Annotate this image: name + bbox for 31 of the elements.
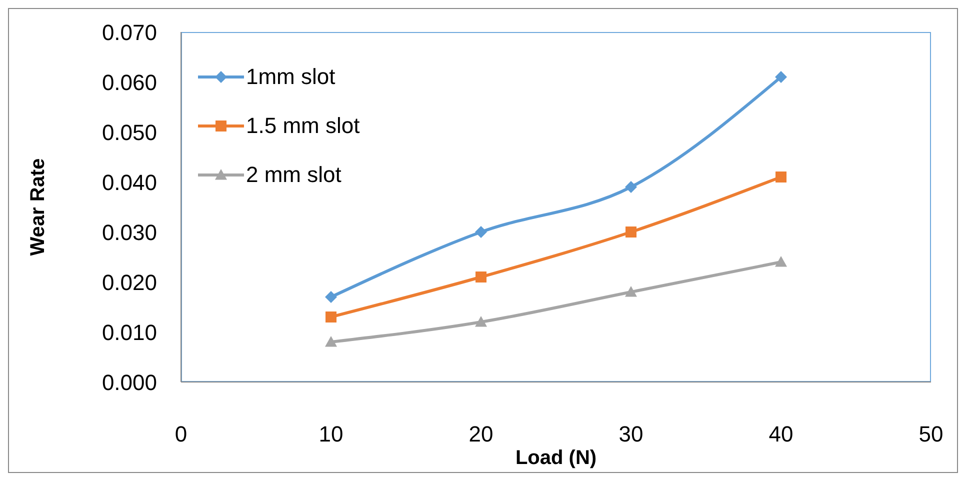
point: [775, 71, 787, 83]
x-tick-label: 20: [468, 422, 494, 447]
legend-label: 1mm slot: [246, 64, 336, 90]
y-tick-label: 0.050: [102, 120, 157, 145]
y-tick-label: 0.010: [102, 320, 157, 345]
x-axis-title: Load (N): [515, 447, 597, 469]
x-tick-label: 0: [174, 422, 188, 447]
point: [325, 336, 337, 347]
x-tick-label: 40: [768, 422, 794, 447]
point: [326, 312, 336, 322]
y-tick-label: 0.030: [102, 220, 157, 245]
x-tick-label: 30: [618, 422, 644, 447]
y-tick-label: 0.020: [102, 270, 157, 295]
point: [475, 226, 487, 238]
point: [325, 291, 337, 303]
legend-label: 2 mm slot: [246, 162, 342, 188]
point: [475, 316, 487, 327]
y-axis-title: Wear Rate: [27, 158, 50, 256]
point: [775, 256, 787, 267]
y-tick-label: 0.070: [102, 20, 157, 45]
point: [625, 181, 637, 193]
legend-label: 1.5 mm slot: [246, 112, 360, 138]
point: [476, 272, 486, 282]
y-tick-label: 0.040: [102, 170, 157, 195]
point: [776, 172, 786, 182]
y-tick-label: 0.060: [102, 70, 157, 95]
x-tick-label: 50: [918, 422, 944, 447]
y-tick-label: 0.000: [102, 370, 157, 395]
point: [625, 286, 637, 297]
x-tick-label: 10: [318, 422, 344, 447]
point: [626, 226, 636, 238]
